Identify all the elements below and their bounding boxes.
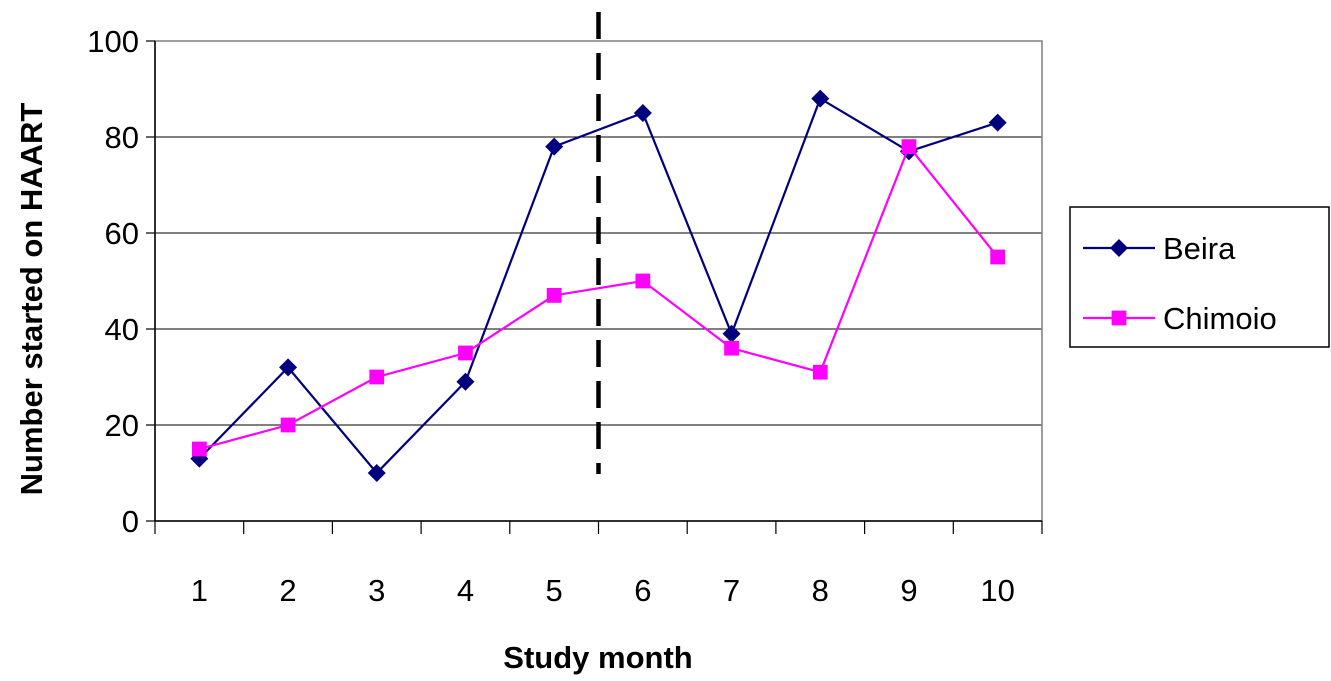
series-chimoio (191, 139, 1006, 457)
series-line (198, 96, 998, 475)
data-point-square (458, 345, 473, 361)
x-tick-label: 5 (546, 573, 563, 608)
legend-label: Beira (1163, 231, 1236, 266)
data-point-square (546, 288, 562, 303)
data-point-square (191, 441, 207, 457)
y-tick-label: 0 (122, 504, 139, 539)
y-tick-label: 20 (105, 408, 139, 443)
legend: Beira Chimoio (1069, 206, 1330, 348)
data-point-square (901, 139, 917, 154)
data-point-diamond (633, 104, 652, 122)
x-tick-label: 1 (191, 573, 208, 608)
data-point-diamond (1110, 239, 1128, 257)
y-tick-label: 40 (105, 312, 139, 347)
x-tick-label: 2 (279, 573, 296, 608)
data-point-diamond (456, 372, 475, 391)
x-tick-label: 3 (368, 573, 385, 608)
data-point-square (635, 273, 651, 289)
x-tick-label: 8 (812, 573, 829, 608)
axes (146, 40, 1043, 534)
data-point-diamond (367, 464, 386, 482)
y-tick-label: 60 (105, 216, 139, 251)
series-line (199, 144, 999, 451)
y-axis-title: Number started on HAART (14, 103, 49, 496)
legend-label: Chimoio (1163, 301, 1277, 336)
x-tick-labels: 1 2 3 4 5 6 7 8 9 10 (191, 573, 1015, 608)
data-point-diamond (811, 89, 830, 108)
data-point-square (280, 417, 296, 433)
data-point-diamond (988, 113, 1007, 132)
data-point-diamond (279, 358, 298, 377)
x-tick-label: 6 (634, 573, 651, 608)
data-point-square (724, 340, 739, 356)
data-point-diamond (545, 137, 564, 156)
y-tick-label: 80 (105, 120, 139, 155)
x-tick-label: 7 (723, 573, 740, 608)
y-tick-labels: 0 20 40 60 80 100 (87, 24, 139, 539)
data-point-diamond (722, 324, 741, 343)
data-point-square (812, 364, 828, 380)
x-tick-label: 10 (980, 573, 1014, 608)
x-axis-title: Study month (503, 640, 692, 675)
x-tick-label: 4 (457, 573, 474, 608)
data-point-square (1111, 310, 1127, 326)
series-group (190, 89, 1007, 482)
data-point-square (369, 369, 385, 385)
x-tick-label: 9 (900, 573, 917, 608)
y-tick-label: 100 (87, 24, 139, 59)
data-point-square (990, 249, 1006, 265)
